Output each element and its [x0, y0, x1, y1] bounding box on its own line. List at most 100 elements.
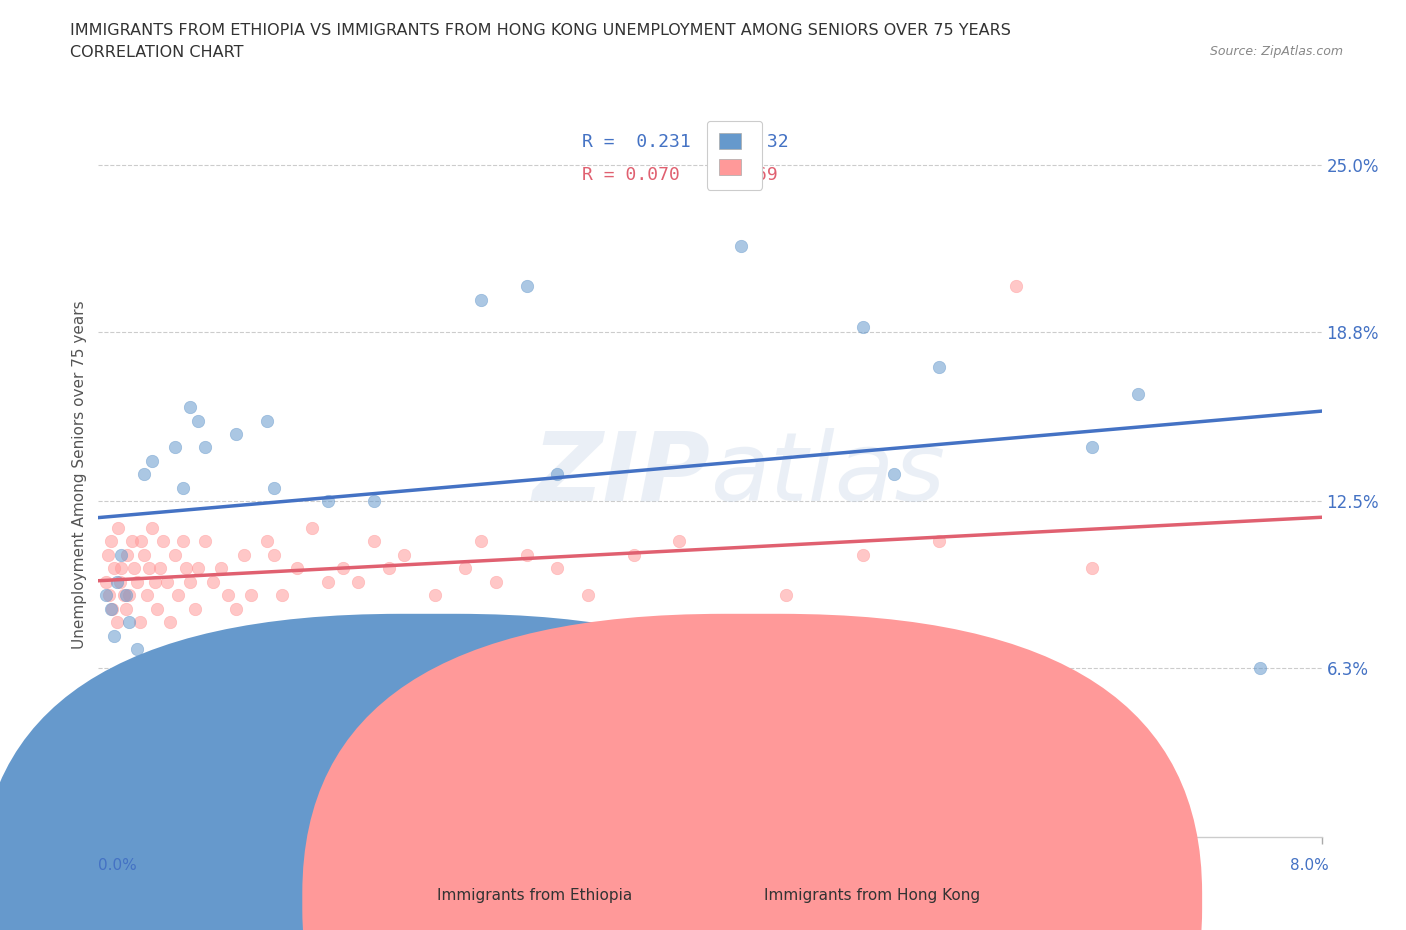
- Point: [125, 642, 148, 657]
- Point: [974, 655, 997, 670]
- Point: [107, 521, 129, 536]
- Point: [145, 601, 167, 616]
- Point: [623, 548, 645, 563]
- Point: [256, 413, 278, 428]
- Text: Immigrants from Ethiopia: Immigrants from Ethiopia: [437, 888, 631, 903]
- Point: [263, 480, 285, 495]
- Point: [159, 615, 181, 630]
- Point: [103, 628, 125, 643]
- Point: [141, 521, 163, 536]
- Text: IMMIGRANTS FROM ETHIOPIA VS IMMIGRANTS FROM HONG KONG UNEMPLOYMENT AMONG SENIORS: IMMIGRANTS FROM ETHIOPIA VS IMMIGRANTS F…: [70, 23, 1011, 38]
- Point: [363, 534, 385, 549]
- Point: [112, 588, 135, 603]
- Point: [122, 561, 145, 576]
- Point: [1081, 440, 1104, 455]
- Point: [1128, 386, 1150, 401]
- Point: [110, 561, 132, 576]
- Point: [576, 588, 599, 603]
- Point: [240, 588, 263, 603]
- Point: [105, 615, 128, 630]
- Point: [883, 467, 905, 482]
- Point: [928, 534, 950, 549]
- Point: [97, 548, 120, 563]
- Text: 8.0%: 8.0%: [1289, 857, 1329, 872]
- Point: [100, 534, 122, 549]
- Point: [347, 575, 370, 590]
- Point: [138, 561, 160, 576]
- Point: [316, 494, 339, 509]
- Point: [136, 588, 159, 603]
- Point: [263, 548, 285, 563]
- Point: [775, 588, 797, 603]
- Y-axis label: Unemployment Among Seniors over 75 years: Unemployment Among Seniors over 75 years: [72, 300, 87, 648]
- Point: [202, 575, 225, 590]
- Point: [378, 561, 401, 576]
- Point: [187, 413, 209, 428]
- Point: [515, 548, 537, 563]
- Point: [172, 480, 194, 495]
- Point: [118, 588, 141, 603]
- Point: [194, 534, 217, 549]
- Point: [121, 534, 143, 549]
- Point: [470, 292, 492, 307]
- Point: [149, 561, 172, 576]
- Point: [134, 548, 156, 563]
- Text: ZIP: ZIP: [531, 428, 710, 521]
- Point: [316, 575, 339, 590]
- Point: [392, 548, 416, 563]
- Point: [194, 440, 217, 455]
- Text: R = 0.070   N = 69: R = 0.070 N = 69: [582, 166, 778, 184]
- Point: [94, 588, 117, 603]
- Point: [105, 575, 128, 590]
- Point: [94, 575, 117, 590]
- Point: [256, 534, 278, 549]
- Text: 0.0%: 0.0%: [98, 857, 138, 872]
- Text: Source: ZipAtlas.com: Source: ZipAtlas.com: [1209, 45, 1343, 58]
- Point: [125, 575, 148, 590]
- Point: [172, 534, 194, 549]
- Text: atlas: atlas: [710, 428, 945, 521]
- Point: [699, 736, 721, 751]
- Point: [454, 561, 477, 576]
- Text: CORRELATION CHART: CORRELATION CHART: [70, 45, 243, 60]
- Point: [115, 588, 138, 603]
- Point: [546, 467, 568, 482]
- Text: R =  0.231   N = 32: R = 0.231 N = 32: [582, 133, 789, 151]
- Point: [184, 601, 207, 616]
- Point: [1249, 660, 1271, 675]
- Point: [163, 440, 186, 455]
- Point: [187, 561, 209, 576]
- Point: [129, 534, 152, 549]
- Point: [179, 575, 201, 590]
- Point: [285, 561, 308, 576]
- Point: [270, 588, 294, 603]
- Point: [301, 521, 323, 536]
- Point: [470, 534, 492, 549]
- Point: [332, 561, 354, 576]
- Point: [515, 279, 537, 294]
- Point: [128, 615, 150, 630]
- Point: [928, 359, 950, 374]
- Point: [108, 575, 131, 590]
- Point: [217, 588, 239, 603]
- Point: [156, 575, 179, 590]
- Point: [423, 588, 446, 603]
- Point: [1081, 561, 1104, 576]
- Point: [1004, 279, 1026, 294]
- Point: [852, 548, 875, 563]
- Point: [118, 615, 141, 630]
- Point: [179, 400, 201, 415]
- Point: [101, 601, 124, 616]
- Legend: , : ,: [706, 121, 762, 190]
- Point: [225, 601, 247, 616]
- Point: [167, 588, 190, 603]
- Point: [209, 561, 232, 576]
- Point: [668, 534, 690, 549]
- Point: [115, 601, 138, 616]
- Point: [163, 548, 186, 563]
- Point: [98, 588, 121, 603]
- Point: [152, 534, 174, 549]
- Point: [100, 601, 122, 616]
- Point: [546, 561, 568, 576]
- Point: [852, 319, 875, 334]
